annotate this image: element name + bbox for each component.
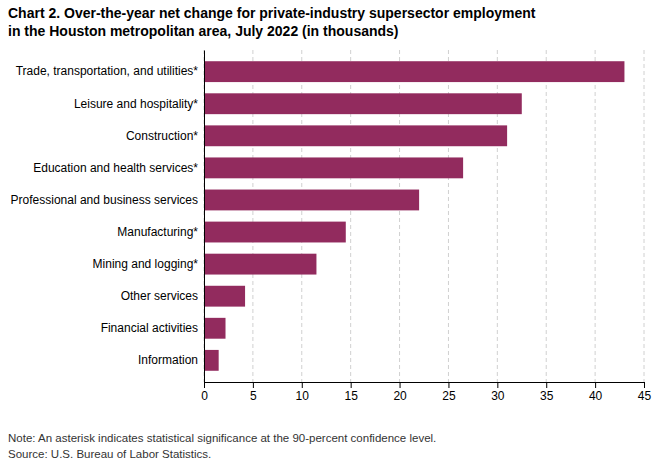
tick: 30 [491,382,505,403]
tick: Financial activities [101,321,204,335]
tick: 0 [201,382,208,403]
tick: 5 [250,382,257,403]
x-axis: 0 5 10 15 20 25 30 35 40 45 [201,382,651,403]
tick-label: Mining and logging* [93,257,199,271]
tick: Construction* [126,129,204,143]
bar [204,190,419,211]
tick-label: Construction* [126,129,198,143]
tick-label: 35 [540,389,554,403]
tick-label: 25 [442,389,456,403]
grid-line [204,50,205,382]
tick-label: 5 [250,389,257,403]
plot-area: 0 5 10 15 20 25 30 35 40 45 Information Financial a… [11,50,652,403]
tick-mark [595,382,596,388]
tick-label: Financial activities [101,321,198,335]
tick: 40 [589,382,603,403]
bar [204,254,316,275]
grid [204,50,644,382]
tick-mark [546,382,547,388]
tick-label: 0 [201,389,208,403]
bar [204,350,219,371]
tick-label: 45 [638,389,652,403]
tick-label: Manufacturing* [117,225,198,239]
tick-label: Education and health services* [33,161,198,175]
grid-line [546,50,547,382]
y-axis: Information Financial activities Other ser… [11,51,205,383]
bar [204,93,522,114]
tick: Leisure and hospitality* [74,97,204,111]
tick-label: 20 [393,389,407,403]
bar [204,125,507,146]
tick-label: 15 [344,389,358,403]
tick: 20 [393,382,407,403]
bar [204,157,463,178]
subtitle: in the Houston metropolitan area, July 2… [8,23,399,39]
tick-label: Information [138,353,198,367]
tick: Mining and logging* [93,257,204,271]
tick: Manufacturing* [117,225,204,239]
tick: Professional and business services [11,193,204,207]
annotation: Note: An asterisk indicates statistical … [8,432,436,444]
tick: Trade, transportation, and utilities* [16,64,204,78]
grid-line [644,50,645,382]
tick-mark [448,382,449,388]
tick-mark [204,382,205,388]
axis-line [205,383,645,389]
tick-label: Professional and business services [11,193,198,207]
tick-label: 40 [589,389,603,403]
tick-label: Trade, transportation, and utilities* [16,64,199,78]
tick-label: Leisure and hospitality* [74,97,198,111]
tick-mark [497,382,498,388]
tick-mark [351,382,352,388]
annotation: Source: U.S. Bureau of Labor Statistics. [8,448,211,460]
title: Chart 2. Over-the-year net change for pr… [8,5,536,21]
tick: 35 [540,382,554,403]
bars [204,61,624,371]
tick-mark [644,382,645,388]
axis-line [204,51,205,383]
tick-mark [400,382,401,388]
tick: 45 [638,382,652,403]
grid-line [595,50,596,382]
tick-mark [253,382,254,388]
chart-svg: Chart 2. Over-the-year net change for pr… [0,0,666,468]
tick-label: Other services [121,289,198,303]
tick: Information [138,353,204,367]
tick: 10 [296,382,310,403]
tick: 25 [442,382,456,403]
bar [204,286,245,307]
tick-mark [302,382,303,388]
tick: Other services [121,289,204,303]
bar [204,61,624,82]
tick: 15 [344,382,358,403]
bar [204,318,226,339]
tick-label: 30 [491,389,505,403]
bar [204,222,346,243]
tick-label: 10 [296,389,310,403]
tick: Education and health services* [33,161,204,175]
